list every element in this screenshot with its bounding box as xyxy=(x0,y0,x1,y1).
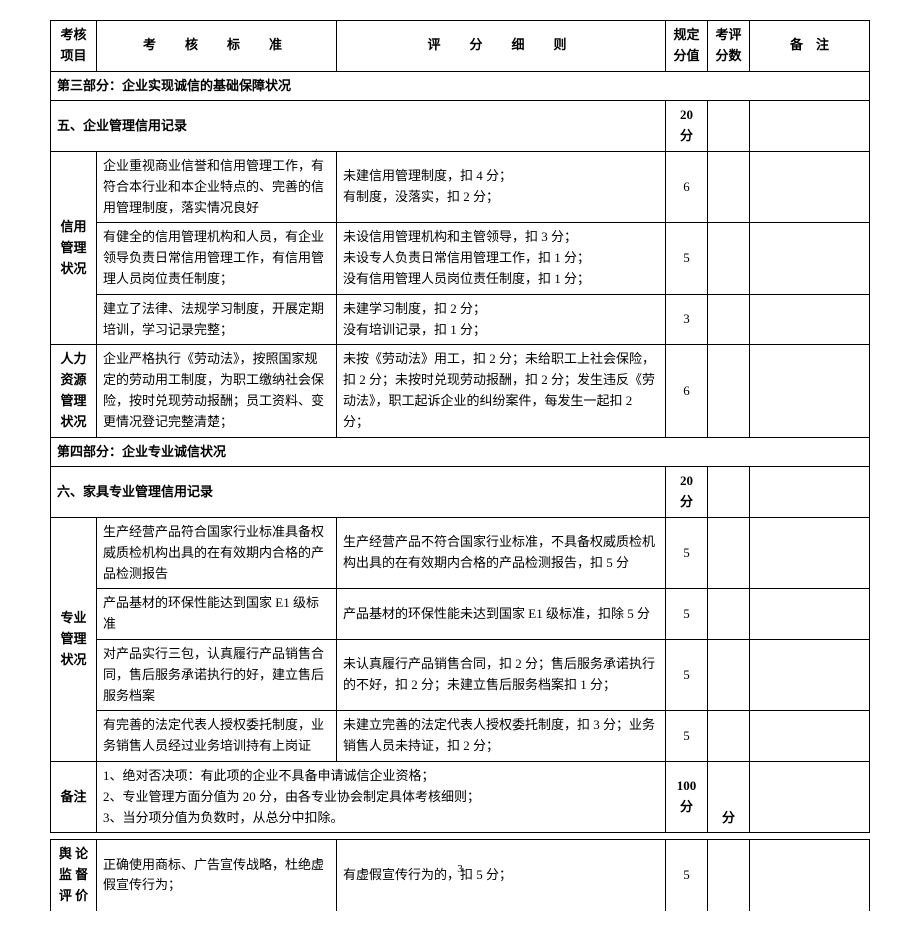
pro-row-2: 产品基材的环保性能达到国家 E1 级标准 产品基材的环保性能未达到国家 E1 级… xyxy=(51,589,870,640)
part3-title: 第三部分：企业实现诚信的基础保障状况 xyxy=(51,71,870,101)
opinion-std: 正确使用商标、广告宣传战略，杜绝虚假宣传行为； xyxy=(97,840,337,911)
opinion-label: 舆 论监 督评 价 xyxy=(51,840,97,911)
pro-r2-std: 产品基材的环保性能达到国家 E1 级标准 xyxy=(97,589,337,640)
note-remark xyxy=(750,761,870,832)
sec5-title: 五、企业管理信用记录 xyxy=(51,101,666,152)
credit-r2-remark xyxy=(750,223,870,294)
hdr-eval: 考评分数 xyxy=(708,21,750,72)
sec6-score: 20 分 xyxy=(666,467,708,518)
opinion-row: 舆 论监 督评 价 正确使用商标、广告宣传战略，杜绝虚假宣传行为； 有虚假宣传行… xyxy=(51,840,870,911)
pro-r2-eval xyxy=(708,589,750,640)
pro-r4-remark xyxy=(750,711,870,762)
pro-r3-eval xyxy=(708,639,750,710)
credit-r2-rule: 未设信用管理机构和主管领导，扣 3 分； 未设专人负责日常信用管理工作，扣 1 … xyxy=(337,223,666,294)
pro-row-1: 专业管理状况 生产经营产品符合国家行业标准具备权威质检机构出具的在有效期内合格的… xyxy=(51,517,870,588)
credit-row-1: 信用管理状况 企业重视商业信誉和信用管理工作，有符合本行业和本企业特点的、完善的… xyxy=(51,151,870,222)
hdr-standard: 考 核 标 准 xyxy=(97,21,337,72)
hdr-item: 考核项目 xyxy=(51,21,97,72)
pro-r4-rule: 未建立完善的法定代表人授权委托制度，扣 3 分；业务销售人员未持证，扣 2 分； xyxy=(337,711,666,762)
pro-r2-rule: 产品基材的环保性能未达到国家 E1 级标准，扣除 5 分 xyxy=(337,589,666,640)
note-row: 备注 1、绝对否决项：有此项的企业不具备申请诚信企业资格； 2、专业管理方面分值… xyxy=(51,761,870,832)
part4-row: 第四部分：企业专业诚信状况 xyxy=(51,437,870,467)
pro-r3-std: 对产品实行三包，认真履行产品销售合同，售后服务承诺执行的好，建立售后服务档案 xyxy=(97,639,337,710)
part3-row: 第三部分：企业实现诚信的基础保障状况 xyxy=(51,71,870,101)
note-text: 1、绝对否决项：有此项的企业不具备申请诚信企业资格； 2、专业管理方面分值为 2… xyxy=(97,761,666,832)
hr-r1-remark xyxy=(750,345,870,437)
pro-row-4: 有完善的法定代表人授权委托制度，业务销售人员经过业务培训持有上岗证 未建立完善的… xyxy=(51,711,870,762)
credit-r1-eval xyxy=(708,151,750,222)
sec6-title: 六、家具专业管理信用记录 xyxy=(51,467,666,518)
hr-label: 人力资源管理状况 xyxy=(51,345,97,437)
pro-r1-rule: 生产经营产品不符合国家行业标准，不具备权威质检机构出具的在有效期内合格的产品检测… xyxy=(337,517,666,588)
credit-r1-remark xyxy=(750,151,870,222)
assessment-table: 考核项目 考 核 标 准 评 分 细 则 规定分值 考评分数 备 注 第三部分：… xyxy=(50,20,870,833)
pro-r3-remark xyxy=(750,639,870,710)
sec6-remark xyxy=(750,467,870,518)
note-unit: 分 xyxy=(708,761,750,832)
hr-r1-eval xyxy=(708,345,750,437)
pro-r1-remark xyxy=(750,517,870,588)
hr-r1-rule: 未按《劳动法》用工，扣 2 分；未给职工上社会保险，扣 2 分；未按时兑现劳动报… xyxy=(337,345,666,437)
sec6-eval xyxy=(708,467,750,518)
credit-r3-rule: 未建学习制度，扣 2 分； 没有培训记录，扣 1 分； xyxy=(337,294,666,345)
credit-r1-std: 企业重视商业信誉和信用管理工作，有符合本行业和本企业特点的、完善的信用管理制度，… xyxy=(97,151,337,222)
pro-r4-eval xyxy=(708,711,750,762)
hdr-rule: 评 分 细 则 xyxy=(337,21,666,72)
opinion-eval xyxy=(708,840,750,911)
hdr-remark: 备 注 xyxy=(750,21,870,72)
credit-r3-eval xyxy=(708,294,750,345)
pro-r2-score: 5 xyxy=(666,589,708,640)
credit-r3-score: 3 xyxy=(666,294,708,345)
pro-r2-remark xyxy=(750,589,870,640)
credit-row-3: 建立了法律、法规学习制度，开展定期培训，学习记录完整； 未建学习制度，扣 2 分… xyxy=(51,294,870,345)
table-header-row: 考核项目 考 核 标 准 评 分 细 则 规定分值 考评分数 备 注 xyxy=(51,21,870,72)
opinion-rule: 有虚假宣传行为的，扣 5 分； xyxy=(337,840,666,911)
pro-r1-std: 生产经营产品符合国家行业标准具备权威质检机构出具的在有效期内合格的产品检测报告 xyxy=(97,517,337,588)
opinion-remark xyxy=(750,840,870,911)
opinion-score: 5 xyxy=(666,840,708,911)
sec6-row: 六、家具专业管理信用记录 20 分 xyxy=(51,467,870,518)
pro-r4-score: 5 xyxy=(666,711,708,762)
pro-row-3: 对产品实行三包，认真履行产品销售合同，售后服务承诺执行的好，建立售后服务档案 未… xyxy=(51,639,870,710)
note-score: 100分 xyxy=(666,761,708,832)
credit-r2-eval xyxy=(708,223,750,294)
hr-row-1: 人力资源管理状况 企业严格执行《劳动法》，按照国家规定的劳动用工制度，为职工缴纳… xyxy=(51,345,870,437)
pro-r4-std: 有完善的法定代表人授权委托制度，业务销售人员经过业务培训持有上岗证 xyxy=(97,711,337,762)
pro-r1-eval xyxy=(708,517,750,588)
credit-row-2: 有健全的信用管理机构和人员，有企业领导负责日常信用管理工作，有信用管理人员岗位责… xyxy=(51,223,870,294)
part4-title: 第四部分：企业专业诚信状况 xyxy=(51,437,870,467)
credit-label: 信用管理状况 xyxy=(51,151,97,344)
credit-r2-std: 有健全的信用管理机构和人员，有企业领导负责日常信用管理工作，有信用管理人员岗位责… xyxy=(97,223,337,294)
pro-r3-rule: 未认真履行产品销售合同，扣 2 分；售后服务承诺执行的不好，扣 2 分；未建立售… xyxy=(337,639,666,710)
note-label: 备注 xyxy=(51,761,97,832)
credit-r1-rule: 未建信用管理制度，扣 4 分； 有制度，没落实，扣 2 分； xyxy=(337,151,666,222)
hdr-score: 规定分值 xyxy=(666,21,708,72)
page-number: 3 xyxy=(440,863,480,875)
hr-r1-std: 企业严格执行《劳动法》，按照国家规定的劳动用工制度，为职工缴纳社会保险，按时兑现… xyxy=(97,345,337,437)
hr-r1-score: 6 xyxy=(666,345,708,437)
pro-label: 专业管理状况 xyxy=(51,517,97,761)
sec5-score: 20 分 xyxy=(666,101,708,152)
opinion-table: 舆 论监 督评 价 正确使用商标、广告宣传战略，杜绝虚假宣传行为； 有虚假宣传行… xyxy=(50,839,870,910)
credit-r3-remark xyxy=(750,294,870,345)
sec5-row: 五、企业管理信用记录 20 分 xyxy=(51,101,870,152)
pro-r1-score: 5 xyxy=(666,517,708,588)
credit-r3-std: 建立了法律、法规学习制度，开展定期培训，学习记录完整； xyxy=(97,294,337,345)
credit-r1-score: 6 xyxy=(666,151,708,222)
sec5-remark xyxy=(750,101,870,152)
pro-r3-score: 5 xyxy=(666,639,708,710)
credit-r2-score: 5 xyxy=(666,223,708,294)
sec5-eval xyxy=(708,101,750,152)
